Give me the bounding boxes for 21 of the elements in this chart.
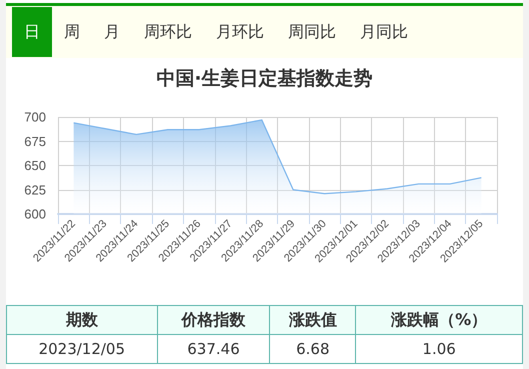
text: 周 <box>63 21 81 43</box>
y-tick-label: 650 <box>24 158 46 173</box>
text: 1.06 <box>356 334 522 364</box>
text: 期数 <box>6 306 158 334</box>
y-tick-label: 675 <box>24 134 46 149</box>
text: 月 <box>103 21 121 43</box>
text: 涨跌幅（%） <box>356 306 522 334</box>
y-tick-label: 700 <box>24 110 46 124</box>
text: 涨跌值 <box>270 306 356 334</box>
text: 2023/12/05 <box>6 334 158 364</box>
text: 637.46 <box>157 334 270 364</box>
text: 6.68 <box>270 334 356 364</box>
text: 月同比 <box>359 21 409 43</box>
text: 月环比 <box>215 21 265 43</box>
y-tick-label: 625 <box>24 182 46 198</box>
y-tick-label: 600 <box>24 206 46 222</box>
text: 日 <box>12 7 52 57</box>
chart-title: 中国·生姜日定基指数走势 <box>156 68 373 90</box>
text: 价格指数 <box>157 306 270 334</box>
text: 周环比 <box>143 21 193 43</box>
text: 周同比 <box>287 21 337 43</box>
